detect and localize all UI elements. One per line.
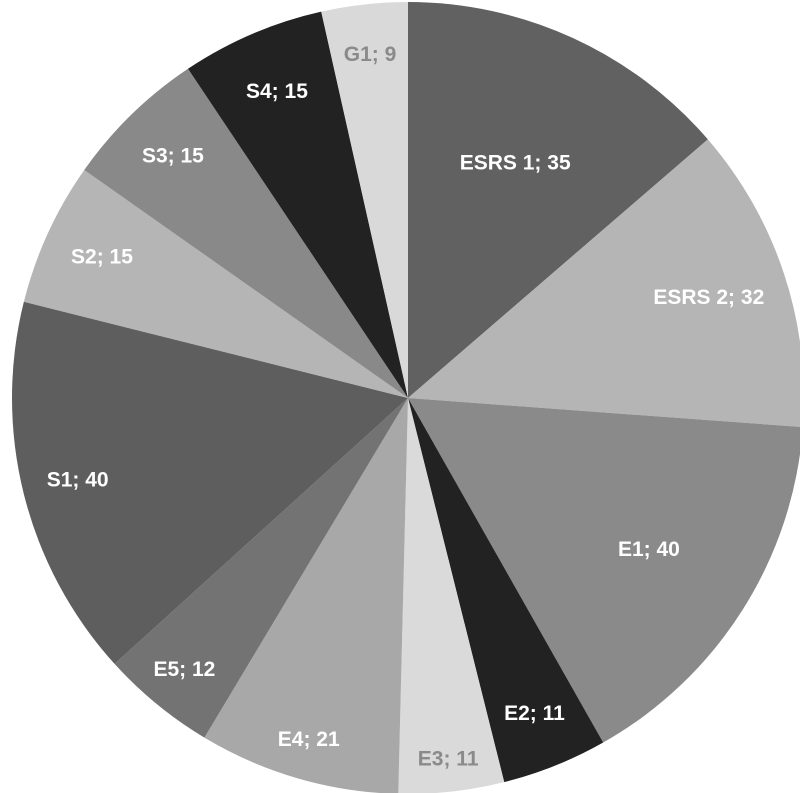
pie-slice-label: ESRS 1; 35 [460,152,571,175]
pie-slice [23,169,409,398]
pie-slice-label: E5; 12 [153,658,215,681]
pie-slice [187,11,408,399]
pie-slice [114,398,409,738]
pie-slice [398,398,505,793]
pie-slice-label: S3; 15 [142,145,204,168]
pie-slice [408,398,604,783]
pie-slice [11,301,408,664]
pie-slice-label: E2; 11 [504,702,565,725]
pie-slice [408,2,708,398]
pie-slice-label: ESRS 2; 32 [653,286,764,309]
pie-slice-label: S1; 40 [47,468,109,491]
pie-slice [321,1,408,398]
pie-slices [11,1,800,793]
pie-slice-label: G1; 9 [344,43,397,66]
pie-slice [408,398,800,743]
pie-slice [408,139,800,427]
pie-labels: ESRS 1; 35 ESRS 2; 32 E1; 40 E2; 11 E3; 11 E4… [47,43,765,771]
pie-slice-label: E1; 40 [618,538,680,561]
pie-slice [204,398,408,793]
pie-slice-label: E3; 11 [418,748,479,771]
pie-slice-label: S4; 15 [246,80,308,103]
pie-slice-label: S2; 15 [71,245,133,268]
pie-slice [84,68,408,398]
pie-slice-label: E4; 21 [278,728,340,751]
